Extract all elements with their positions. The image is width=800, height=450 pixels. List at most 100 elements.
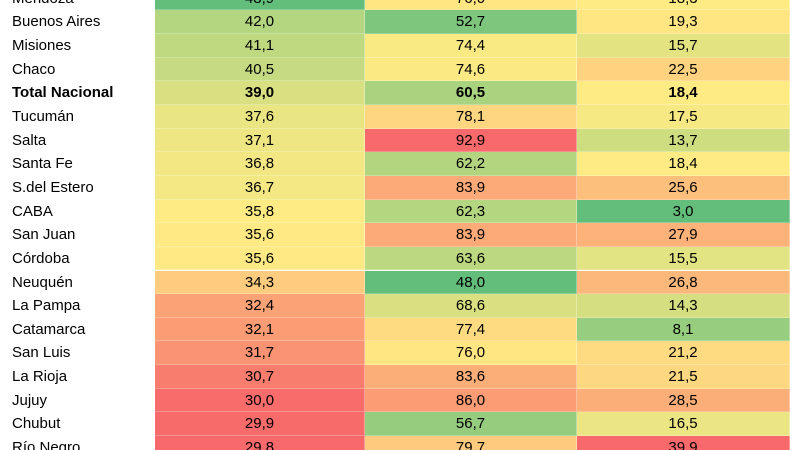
value-cell: 21,2 xyxy=(577,341,790,366)
province-name: Total Nacional xyxy=(0,81,155,105)
value-cell: 26,8 xyxy=(577,270,790,295)
province-name: Catamarca xyxy=(0,317,155,342)
value-cell: 41,1 xyxy=(155,34,365,58)
value-cell: 48,9 xyxy=(155,0,365,11)
value-cell: 79,7 xyxy=(365,436,577,450)
table-row: Santa Fe 36,8 62,2 18,4 xyxy=(0,152,790,176)
value-cell: 36,8 xyxy=(155,152,365,176)
province-name: La Pampa xyxy=(0,294,155,318)
province-name: Salta xyxy=(0,128,155,153)
value-cell: 86,0 xyxy=(365,388,577,413)
value-cell: 3,0 xyxy=(577,199,790,224)
province-name: Río Negro xyxy=(0,436,155,450)
value-cell: 31,7 xyxy=(155,341,365,366)
table-row: Salta 37,1 92,9 13,7 xyxy=(0,128,790,153)
table-row: Neuquén 34,3 48,0 26,8 xyxy=(0,270,790,295)
province-name: La Rioja xyxy=(0,365,155,389)
table-row: CABA 35,8 62,3 3,0 xyxy=(0,199,790,224)
table-row: Mendoza48,976,018,3 xyxy=(0,0,790,11)
table-row: San Luis 31,7 76,0 21,2 xyxy=(0,341,790,366)
value-cell: 35,8 xyxy=(155,199,365,224)
table-row: Buenos Aires 42,0 52,7 19,3 xyxy=(0,10,790,34)
province-name: Buenos Aires xyxy=(0,10,155,34)
value-cell: 28,5 xyxy=(577,388,790,413)
value-cell: 56,7 xyxy=(365,412,577,437)
value-cell: 35,6 xyxy=(155,223,365,247)
value-cell: 15,5 xyxy=(577,246,790,271)
value-cell: 8,1 xyxy=(577,317,790,342)
value-cell: 14,3 xyxy=(577,294,790,318)
province-name: Mendoza xyxy=(0,0,155,11)
table-row: Catamarca 32,1 77,4 8,1 xyxy=(0,317,790,342)
province-name: San Juan xyxy=(0,223,155,247)
value-cell: 40,5 xyxy=(155,57,365,82)
value-cell: 32,4 xyxy=(155,294,365,318)
province-name: Córdoba xyxy=(0,246,155,271)
value-cell: 17,5 xyxy=(577,104,790,129)
value-cell: 92,9 xyxy=(365,128,577,153)
table-row: Jujuy 30,0 86,0 28,5 xyxy=(0,388,790,413)
value-cell: 30,7 xyxy=(155,365,365,389)
value-cell: 29,9 xyxy=(155,412,365,437)
value-cell: 34,3 xyxy=(155,270,365,295)
value-cell: 21,5 xyxy=(577,365,790,389)
value-cell: 13,7 xyxy=(577,128,790,153)
value-cell: 42,0 xyxy=(155,10,365,34)
table-row: Misiones 41,1 74,4 15,7 xyxy=(0,34,790,58)
value-cell: 19,3 xyxy=(577,10,790,34)
value-cell: 74,6 xyxy=(365,57,577,82)
province-name: San Luis xyxy=(0,341,155,366)
value-cell: 27,9 xyxy=(577,223,790,247)
value-cell: 18,3 xyxy=(577,0,790,11)
value-cell: 16,5 xyxy=(577,412,790,437)
table-row: Chaco 40,5 74,6 22,5 xyxy=(0,57,790,82)
value-cell: 68,6 xyxy=(365,294,577,318)
value-cell: 32,1 xyxy=(155,317,365,342)
value-cell: 78,1 xyxy=(365,104,577,129)
value-cell: 39,0 xyxy=(155,81,365,105)
table-row: Chubut 29,9 56,7 16,5 xyxy=(0,412,790,437)
table-row: San Juan 35,6 83,9 27,9 xyxy=(0,223,790,247)
value-cell: 63,6 xyxy=(365,246,577,271)
value-cell: 76,0 xyxy=(365,341,577,366)
value-cell: 76,0 xyxy=(365,0,577,11)
table-row: La Rioja 30,7 83,6 21,5 xyxy=(0,365,790,389)
value-cell: 25,6 xyxy=(577,175,790,200)
table-row: Río Negro 29,8 79,7 39,9 xyxy=(0,436,790,450)
province-name: Chaco xyxy=(0,57,155,82)
value-cell: 29,8 xyxy=(155,436,365,450)
province-name: Chubut xyxy=(0,412,155,437)
value-cell: 37,6 xyxy=(155,104,365,129)
value-cell: 62,2 xyxy=(365,152,577,176)
province-name: Neuquén xyxy=(0,270,155,295)
value-cell: 36,7 xyxy=(155,175,365,200)
table-row: Tucumán 37,6 78,1 17,5 xyxy=(0,104,790,129)
table-row: La Pampa 32,4 68,6 14,3 xyxy=(0,294,790,318)
value-cell: 74,4 xyxy=(365,34,577,58)
value-cell: 15,7 xyxy=(577,34,790,58)
value-cell: 48,0 xyxy=(365,270,577,295)
value-cell: 83,9 xyxy=(365,223,577,247)
table-row: Total Nacional 39,0 60,5 18,4 xyxy=(0,81,790,105)
value-cell: 37,1 xyxy=(155,128,365,153)
value-cell: 18,4 xyxy=(577,81,790,105)
table-row: Córdoba 35,6 63,6 15,5 xyxy=(0,246,790,271)
value-cell: 39,9 xyxy=(577,436,790,450)
province-name: Jujuy xyxy=(0,388,155,413)
province-name: Misiones xyxy=(0,34,155,58)
province-name: Santa Fe xyxy=(0,152,155,176)
value-cell: 62,3 xyxy=(365,199,577,224)
value-cell: 18,4 xyxy=(577,152,790,176)
value-cell: 52,7 xyxy=(365,10,577,34)
value-cell: 60,5 xyxy=(365,81,577,105)
value-cell: 35,6 xyxy=(155,246,365,271)
table-row: S.del Estero 36,7 83,9 25,6 xyxy=(0,175,790,200)
value-cell: 22,5 xyxy=(577,57,790,82)
value-cell: 83,9 xyxy=(365,175,577,200)
province-name: CABA xyxy=(0,199,155,224)
province-name: S.del Estero xyxy=(0,175,155,200)
value-cell: 83,6 xyxy=(365,365,577,389)
value-cell: 77,4 xyxy=(365,317,577,342)
value-cell: 30,0 xyxy=(155,388,365,413)
